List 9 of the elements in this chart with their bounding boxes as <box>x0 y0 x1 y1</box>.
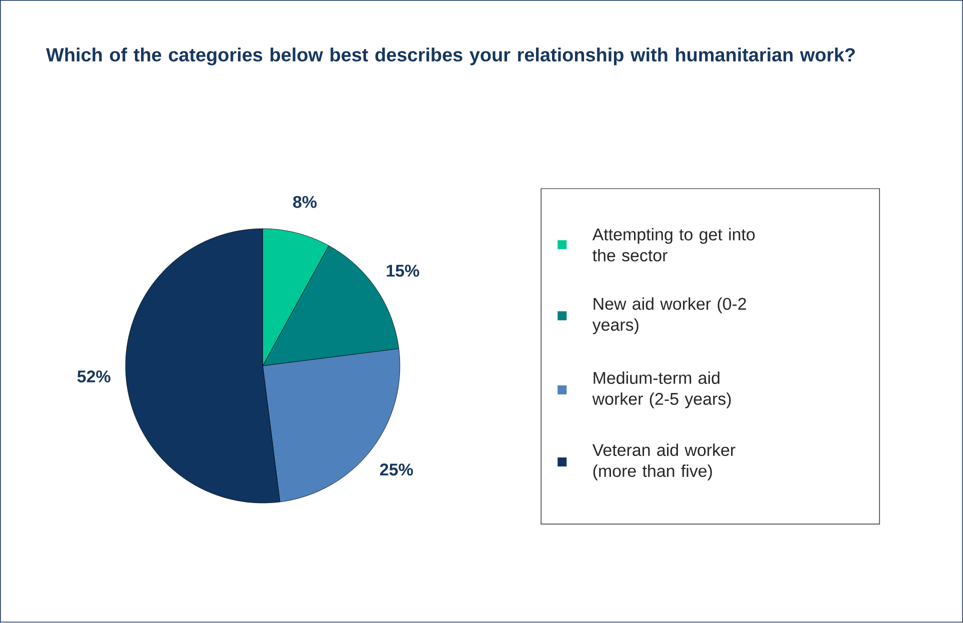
data-label: 15% <box>386 264 420 277</box>
data-label: 52% <box>77 370 110 383</box>
legend-label: Veteran aid worker (more than five) <box>592 444 736 481</box>
legend-label: Medium-term aid worker (2-5 years) <box>592 372 731 408</box>
chart-title: Which of the categories below best describes your relationship with humanitarian work? <box>46 48 855 66</box>
data-label: 25% <box>380 464 413 476</box>
legend-label: New aid worker (0-2 years) <box>592 298 746 334</box>
legend-label: Attempting to get into the sector <box>592 228 755 262</box>
data-label: 8% <box>293 196 317 208</box>
